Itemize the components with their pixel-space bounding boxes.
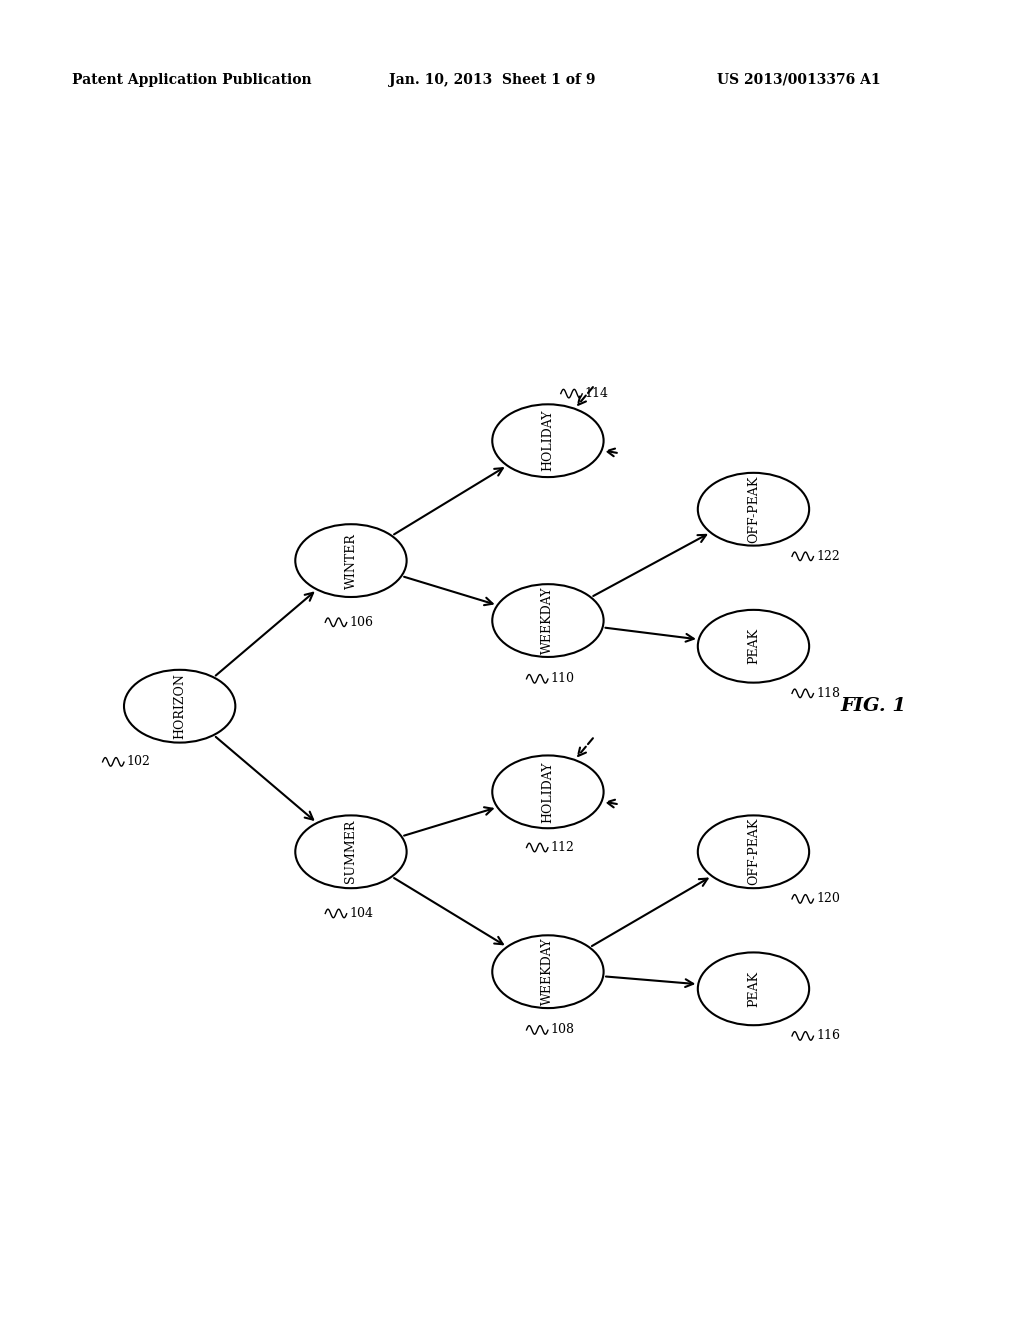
Text: 118: 118 (816, 686, 840, 700)
Text: 110: 110 (551, 672, 574, 685)
Text: WINTER: WINTER (344, 533, 357, 589)
Text: PEAK: PEAK (746, 628, 760, 664)
Ellipse shape (493, 404, 603, 477)
Ellipse shape (697, 953, 809, 1026)
Ellipse shape (295, 524, 407, 597)
Text: Jan. 10, 2013  Sheet 1 of 9: Jan. 10, 2013 Sheet 1 of 9 (389, 73, 596, 87)
Text: 120: 120 (816, 892, 840, 906)
Text: 114: 114 (585, 387, 608, 400)
Ellipse shape (697, 473, 809, 545)
Text: OFF-PEAK: OFF-PEAK (746, 475, 760, 543)
Text: SUMMER: SUMMER (344, 820, 357, 883)
Text: FIG. 1: FIG. 1 (841, 697, 906, 715)
Text: WEEKDAY: WEEKDAY (542, 939, 554, 1006)
Text: Patent Application Publication: Patent Application Publication (72, 73, 311, 87)
Text: 104: 104 (349, 907, 373, 920)
Ellipse shape (124, 669, 236, 743)
Text: 108: 108 (551, 1023, 574, 1036)
Text: 122: 122 (816, 550, 840, 562)
Text: 102: 102 (127, 755, 151, 768)
Ellipse shape (493, 936, 603, 1008)
Text: 106: 106 (349, 615, 373, 628)
Text: 112: 112 (551, 841, 574, 854)
Text: WEEKDAY: WEEKDAY (542, 587, 554, 655)
Text: PEAK: PEAK (746, 970, 760, 1007)
Ellipse shape (697, 610, 809, 682)
Ellipse shape (697, 816, 809, 888)
Text: 116: 116 (816, 1030, 840, 1043)
Ellipse shape (493, 585, 603, 657)
Text: US 2013/0013376 A1: US 2013/0013376 A1 (717, 73, 881, 87)
Ellipse shape (493, 755, 603, 828)
Text: HOLIDAY: HOLIDAY (542, 762, 554, 822)
Ellipse shape (295, 816, 407, 888)
Text: HORIZON: HORIZON (173, 673, 186, 739)
Text: HOLIDAY: HOLIDAY (542, 411, 554, 471)
Text: OFF-PEAK: OFF-PEAK (746, 818, 760, 886)
